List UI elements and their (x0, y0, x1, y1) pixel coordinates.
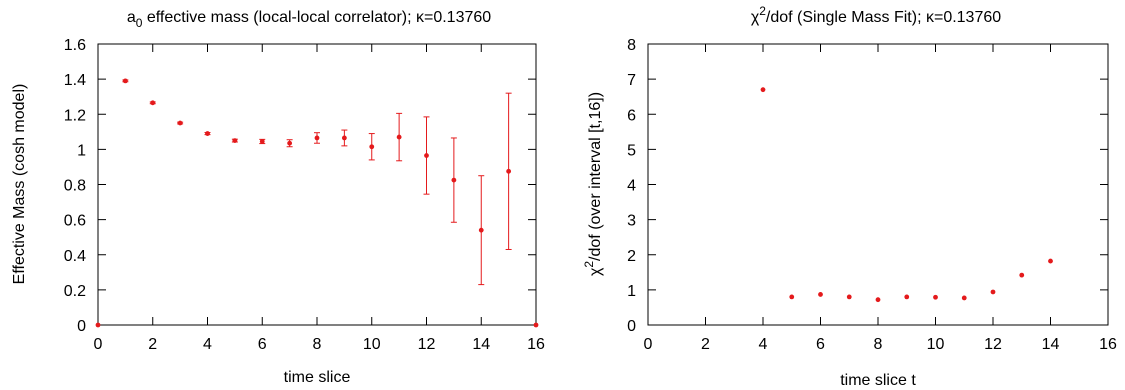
chi2-x-tick-label: 8 (874, 336, 883, 353)
chi2-x-tick-label: 0 (644, 336, 653, 353)
chi2-data-point (933, 294, 938, 300)
effective-mass-x-tick-label: 0 (94, 336, 103, 353)
effective-mass-data-point (451, 177, 457, 183)
effective-mass-y-tick-label: 0.8 (64, 178, 86, 195)
chi2-chart: χ2/dof (Single Mass Fit); κ=0.13760 0123… (582, 4, 1117, 389)
chi2-y-tick-label: 0 (627, 318, 636, 335)
chi2-x-tick-label: 4 (759, 336, 768, 353)
effective-mass-data-point (95, 322, 101, 328)
effective-mass-x-tick-label: 8 (313, 336, 322, 353)
effective-mass-y-tick-label: 0.2 (64, 283, 86, 300)
chi2-y-tick-label: 7 (627, 72, 636, 89)
effective-mass-x-tick-label: 16 (527, 336, 545, 353)
chi2-y-tick-label: 2 (627, 248, 636, 265)
chi2-plot-frame (647, 43, 1109, 326)
chi2-x-tick-label: 14 (1042, 336, 1060, 353)
chi2-chart-title: χ2/dof (Single Mass Fit); κ=0.13760 (751, 4, 1001, 26)
effective-mass-chart: a0 effective mass (local-local correlato… (11, 9, 545, 386)
effective-mass-series (95, 78, 539, 328)
effective-mass-chart-title: a0 effective mass (local-local correlato… (127, 9, 491, 30)
chi2-x-tick-label: 2 (701, 336, 710, 353)
effective-mass-x-tick-label: 4 (203, 336, 212, 353)
chi2-x-axis-label: time slice t (840, 372, 916, 389)
chi2-y-tick-label: 1 (627, 283, 636, 300)
chi2-data-point (961, 295, 967, 301)
effective-mass-x-tick-label: 6 (258, 336, 267, 353)
chi2-data-point (760, 87, 766, 93)
effective-mass-y-tick-label: 0 (77, 318, 86, 335)
effective-mass-y-axis: 0 0.2 0.4 0.6 0.8 1 1.2 1.4 1.6 (64, 37, 536, 335)
effective-mass-y-tick-label: 0.4 (64, 248, 86, 265)
effective-mass-data-point (122, 78, 128, 84)
effective-mass-x-tick-label: 10 (363, 336, 381, 353)
chi2-series (760, 87, 1053, 303)
effective-mass-data-point (369, 144, 375, 150)
chi2-y-axis: 0 1 2 3 4 5 6 7 8 (627, 37, 1108, 335)
effective-mass-data-point (177, 120, 183, 126)
effective-mass-data-point (533, 322, 539, 328)
effective-mass-data-point (259, 139, 265, 144)
chi2-y-tick-label: 6 (627, 107, 636, 124)
effective-mass-plot-frame (97, 43, 537, 326)
chi2-y-tick-label: 8 (627, 37, 636, 54)
effective-mass-data-point (424, 153, 429, 158)
chi2-data-point (904, 294, 910, 300)
effective-mass-y-tick-label: 1.6 (64, 37, 86, 54)
effective-mass-x-axis: 0 2 4 6 8 10 12 14 16 (94, 44, 545, 353)
effective-mass-x-tick-label: 14 (472, 336, 490, 353)
chi2-data-point (818, 292, 823, 297)
effective-mass-data-point (205, 131, 210, 136)
effective-mass-data-point (150, 100, 156, 106)
effective-mass-data-point (314, 135, 320, 141)
effective-mass-y-axis-label: Effective Mass (cosh model) (11, 84, 28, 285)
effective-mass-x-axis-label: time slice (284, 369, 351, 386)
chi2-y-tick-label: 4 (627, 178, 636, 195)
chi2-x-tick-label: 6 (816, 336, 825, 353)
effective-mass-data-point (341, 135, 347, 141)
effective-mass-y-tick-label: 1 (77, 142, 86, 159)
effective-mass-x-tick-label: 2 (148, 336, 157, 353)
effective-mass-y-tick-label: 1.4 (64, 72, 86, 89)
chi2-x-tick-label: 10 (927, 336, 945, 353)
chi2-y-axis-label: χ2/dof (over interval [t,16]) (582, 92, 604, 276)
chi2-y-tick-label: 3 (627, 213, 636, 230)
effective-mass-data-point (478, 227, 484, 233)
chi2-data-point (875, 297, 881, 303)
chi2-data-point (1019, 272, 1025, 278)
chi2-data-point (990, 289, 996, 295)
chi2-x-axis: 0 2 4 6 8 10 12 14 16 (644, 44, 1117, 353)
chi2-data-point (1048, 258, 1053, 264)
effective-mass-y-tick-label: 0.6 (64, 213, 86, 230)
effective-mass-data-point (396, 134, 402, 140)
effective-mass-y-tick-label: 1.2 (64, 107, 86, 124)
effective-mass-data-point (232, 138, 238, 143)
chi2-data-point (846, 294, 852, 300)
chi2-data-point (789, 294, 795, 300)
effective-mass-data-point (287, 140, 293, 146)
chi2-x-tick-label: 16 (1099, 336, 1117, 353)
effective-mass-x-tick-label: 12 (418, 336, 436, 353)
chi2-y-tick-label: 5 (627, 142, 636, 159)
chi2-x-tick-label: 12 (984, 336, 1002, 353)
effective-mass-data-point (506, 168, 512, 174)
